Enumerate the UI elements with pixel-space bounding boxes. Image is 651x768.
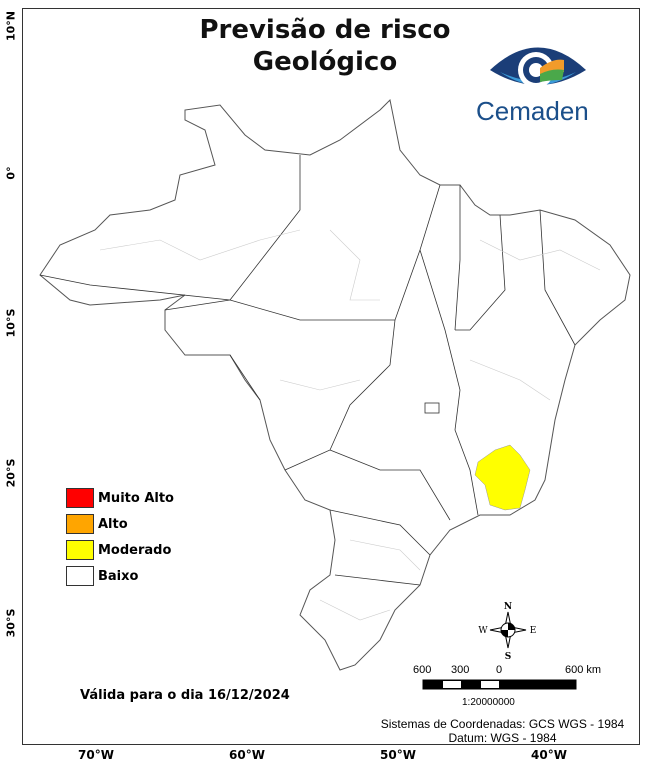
scale-label: 0 (496, 664, 503, 676)
legend-swatch (66, 514, 94, 534)
lon-label: 50°W (380, 748, 416, 762)
brazil-outline (39, 98, 631, 671)
legend-item: Baixo (66, 563, 174, 589)
coordinate-system: Sistemas de Coordenadas: GCS WGS - 1984 … (370, 717, 635, 745)
municipal-borders (99, 229, 601, 621)
scale-label: 600 km (565, 664, 602, 676)
crs-line: Sistemas de Coordenadas: GCS WGS - 1984 (380, 717, 625, 731)
legend: Muito Alto Alto Moderado Baixo (66, 485, 174, 589)
lat-label: 0° (4, 166, 18, 180)
compass-s: S (505, 652, 512, 662)
compass-n: N (504, 602, 512, 612)
logo-text: Cemaden (476, 96, 589, 126)
legend-swatch (66, 488, 94, 508)
moderate-risk-area (474, 444, 531, 511)
legend-swatch (66, 540, 94, 560)
compass-w: W (478, 626, 488, 636)
lat-label: 30°S (4, 608, 18, 638)
lon-label: 40°W (531, 748, 567, 762)
scale-bar (422, 679, 577, 690)
cemaden-logo-icon (490, 47, 586, 88)
legend-swatch (66, 566, 94, 586)
title-line-1: Previsão de risco (199, 15, 451, 45)
lon-label: 60°W (229, 748, 265, 762)
compass-rose: N S E W (478, 602, 536, 662)
legend-item: Moderado (66, 537, 174, 563)
scale-label: 600 (413, 664, 432, 676)
lat-label: 20°S (4, 458, 18, 488)
state-borders (39, 155, 576, 586)
map-title: Previsão de risco Geológico (170, 14, 480, 78)
lat-label: 10°S (4, 308, 18, 338)
lat-label: 10°N (4, 10, 18, 42)
compass-e: E (530, 626, 537, 636)
scale-label: 300 (451, 664, 470, 676)
lon-label: 70°W (78, 748, 114, 762)
datum-line: Datum: WGS - 1984 (448, 731, 557, 745)
validity-date: Válida para o dia 16/12/2024 (80, 688, 290, 703)
title-line-2: Geológico (252, 47, 398, 77)
scale-ratio: 1:20000000 (462, 697, 515, 708)
legend-item: Alto (66, 511, 174, 537)
map-frame (22, 8, 640, 745)
legend-item: Muito Alto (66, 485, 174, 511)
